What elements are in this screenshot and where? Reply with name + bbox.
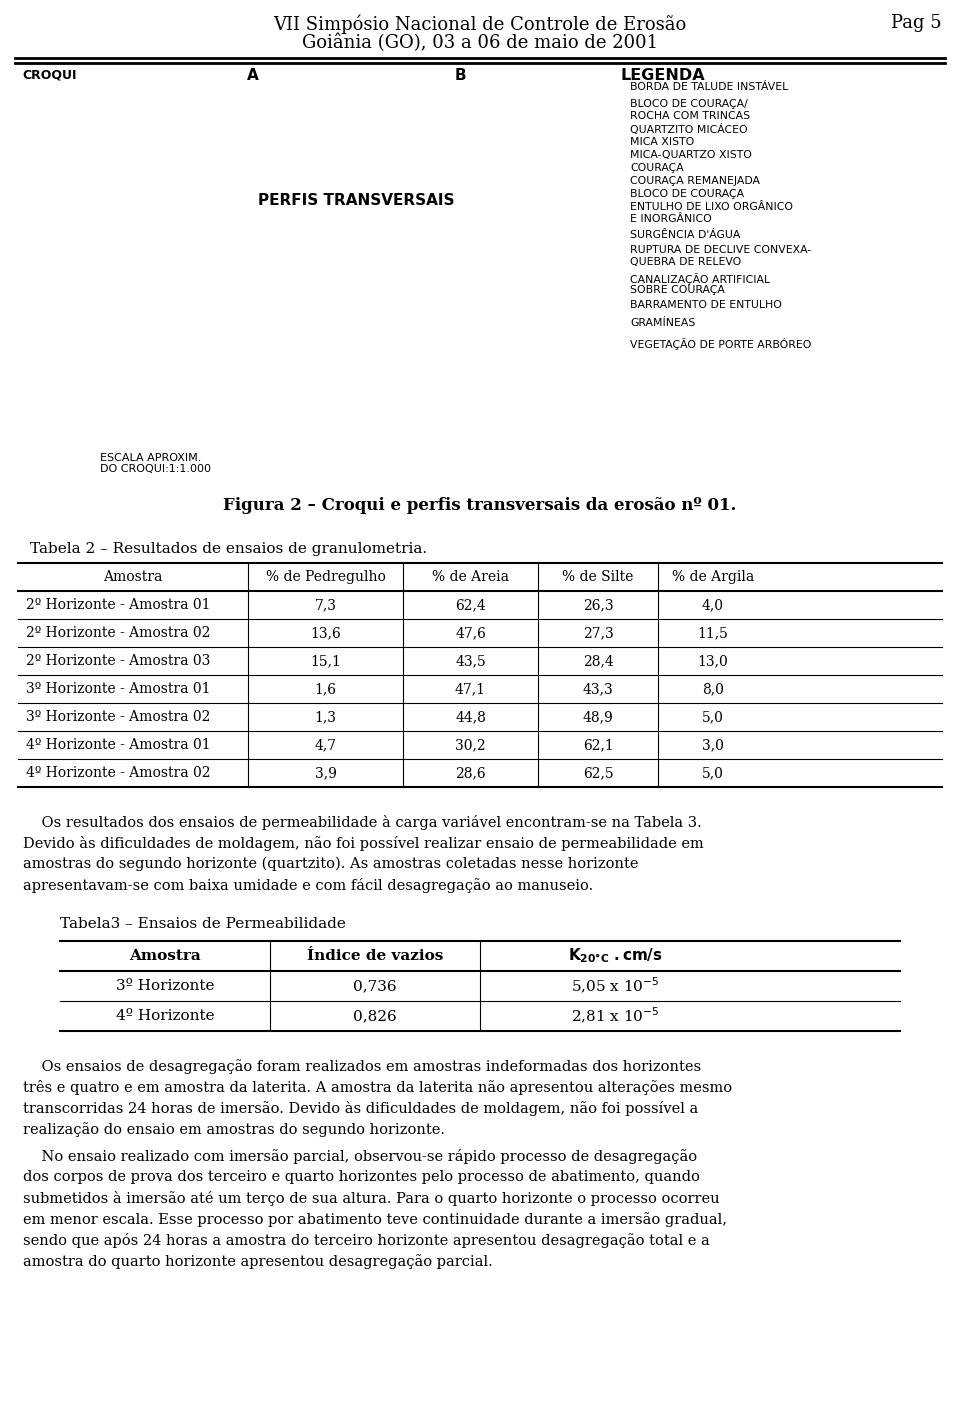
Text: 47,1: 47,1 — [455, 682, 486, 696]
Text: $\mathbf{K}$$_{\mathbf{20°C}}$ $\mathbf{. cm/s}$: $\mathbf{K}$$_{\mathbf{20°C}}$ $\mathbf{… — [567, 947, 662, 965]
Text: CROQUI: CROQUI — [22, 68, 77, 83]
Text: Amostra: Amostra — [104, 570, 162, 585]
Text: Devido às dificuldades de moldagem, não foi possível realizar ensaio de permeabi: Devido às dificuldades de moldagem, não … — [23, 836, 704, 851]
Text: E INORGÂNICO: E INORGÂNICO — [630, 214, 711, 224]
Text: 3º Horizonte - Amostra 01: 3º Horizonte - Amostra 01 — [26, 682, 210, 696]
Text: dos corpos de prova dos terceiro e quarto horizontes pelo processo de abatimento: dos corpos de prova dos terceiro e quart… — [23, 1169, 700, 1184]
Text: PERFIS TRANSVERSAIS: PERFIS TRANSVERSAIS — [258, 193, 454, 208]
Text: QUARTZITO MICÁCEO: QUARTZITO MICÁCEO — [630, 124, 748, 135]
Text: Tabela3 – Ensaios de Permeabilidade: Tabela3 – Ensaios de Permeabilidade — [60, 917, 346, 931]
Text: RUPTURA DE DECLIVE CONVEXA-: RUPTURA DE DECLIVE CONVEXA- — [630, 245, 811, 255]
Text: SOBRE COURAÇA: SOBRE COURAÇA — [630, 285, 725, 295]
Text: sendo que após 24 horas a amostra do terceiro horizonte apresentou desagregação : sendo que após 24 horas a amostra do ter… — [23, 1233, 709, 1248]
Text: 28,4: 28,4 — [583, 655, 613, 667]
Text: 0,736: 0,736 — [353, 980, 396, 992]
Text: 7,3: 7,3 — [315, 597, 337, 612]
Text: 26,3: 26,3 — [583, 597, 613, 612]
Text: realização do ensaio em amostras do segundo horizonte.: realização do ensaio em amostras do segu… — [23, 1122, 445, 1137]
Text: MICA XISTO: MICA XISTO — [630, 137, 694, 147]
Text: BLOCO DE COURAÇA/: BLOCO DE COURAÇA/ — [630, 98, 748, 108]
Text: LEGENDA: LEGENDA — [620, 68, 705, 83]
Text: % de Silte: % de Silte — [563, 570, 634, 585]
Text: Figura 2 – Croqui e perfis transversais da erosão nº 01.: Figura 2 – Croqui e perfis transversais … — [224, 498, 736, 513]
Text: Goiânia (GO), 03 a 06 de maio de 2001: Goiânia (GO), 03 a 06 de maio de 2001 — [302, 34, 658, 53]
Text: 3,9: 3,9 — [315, 766, 336, 780]
Text: 1,6: 1,6 — [315, 682, 337, 696]
Text: VII Simpósio Nacional de Controle de Erosão: VII Simpósio Nacional de Controle de Ero… — [274, 14, 686, 33]
Text: 5,0: 5,0 — [702, 710, 724, 724]
Text: 2º Horizonte - Amostra 03: 2º Horizonte - Amostra 03 — [26, 655, 210, 667]
Text: 13,6: 13,6 — [310, 626, 341, 640]
Text: 4º Horizonte - Amostra 01: 4º Horizonte - Amostra 01 — [26, 739, 210, 752]
Text: Os ensaios de desagregação foram realizados em amostras indeformadas dos horizon: Os ensaios de desagregação foram realiza… — [23, 1060, 701, 1074]
Text: em menor escala. Esse processo por abatimento teve continuidade durante a imersã: em menor escala. Esse processo por abati… — [23, 1212, 727, 1226]
Text: Amostra: Amostra — [130, 948, 201, 963]
Text: 3º Horizonte: 3º Horizonte — [116, 980, 214, 992]
Text: 44,8: 44,8 — [455, 710, 486, 724]
Text: submetidos à imersão até um terço de sua altura. Para o quarto horizonte o proce: submetidos à imersão até um terço de sua… — [23, 1191, 720, 1206]
Text: 62,1: 62,1 — [583, 739, 613, 752]
Text: 5,05 x 10$^{-5}$: 5,05 x 10$^{-5}$ — [571, 975, 660, 995]
Text: 62,4: 62,4 — [455, 597, 486, 612]
Text: 0,826: 0,826 — [353, 1010, 396, 1022]
Text: 62,5: 62,5 — [583, 766, 613, 780]
Text: 2º Horizonte - Amostra 02: 2º Horizonte - Amostra 02 — [26, 626, 210, 640]
Text: 11,5: 11,5 — [698, 626, 729, 640]
Text: 5,0: 5,0 — [702, 766, 724, 780]
Text: Pag 5: Pag 5 — [892, 14, 942, 31]
Text: GRAMÍNEAS: GRAMÍNEAS — [630, 318, 695, 328]
Text: amostra do quarto horizonte apresentou desagregação parcial.: amostra do quarto horizonte apresentou d… — [23, 1253, 492, 1269]
Text: DO CROQUI:1:1.000: DO CROQUI:1:1.000 — [100, 463, 211, 473]
Text: 15,1: 15,1 — [310, 655, 341, 667]
Text: apresentavam-se com baixa umidade e com fácil desagregação ao manuseio.: apresentavam-se com baixa umidade e com … — [23, 878, 593, 893]
Text: 4º Horizonte - Amostra 02: 4º Horizonte - Amostra 02 — [26, 766, 210, 780]
Text: 4,7: 4,7 — [315, 739, 337, 752]
Text: 48,9: 48,9 — [583, 710, 613, 724]
Text: ENTULHO DE LIXO ORGÂNICO: ENTULHO DE LIXO ORGÂNICO — [630, 202, 793, 212]
Text: 8,0: 8,0 — [702, 682, 724, 696]
Text: BLOCO DE COURAÇA: BLOCO DE COURAÇA — [630, 190, 744, 200]
Text: três e quatro e em amostra da laterita. A amostra da laterita não apresentou alt: três e quatro e em amostra da laterita. … — [23, 1079, 732, 1095]
Text: 4,0: 4,0 — [702, 597, 724, 612]
Text: 30,2: 30,2 — [455, 739, 486, 752]
Text: MICA-QUARTZO XISTO: MICA-QUARTZO XISTO — [630, 150, 752, 160]
Text: 2,81 x 10$^{-5}$: 2,81 x 10$^{-5}$ — [571, 1005, 660, 1027]
Text: 28,6: 28,6 — [455, 766, 486, 780]
Text: Índice de vazios: Índice de vazios — [307, 948, 444, 963]
Text: 43,5: 43,5 — [455, 655, 486, 667]
Text: QUEBRA DE RELEVO: QUEBRA DE RELEVO — [630, 257, 741, 267]
Text: BORDA DE TALUDE INSTÁVEL: BORDA DE TALUDE INSTÁVEL — [630, 83, 788, 93]
Text: B: B — [454, 68, 466, 83]
Text: 13,0: 13,0 — [698, 655, 729, 667]
Text: ESCALA APROXIM.: ESCALA APROXIM. — [100, 453, 202, 463]
Text: ROCHA COM TRINCAS: ROCHA COM TRINCAS — [630, 111, 750, 121]
Text: 47,6: 47,6 — [455, 626, 486, 640]
Text: COURAÇA: COURAÇA — [630, 163, 684, 173]
Text: Tabela 2 – Resultados de ensaios de granulometria.: Tabela 2 – Resultados de ensaios de gran… — [30, 542, 427, 556]
Text: amostras do segundo horizonte (quartzito). As amostras coletadas nesse horizonte: amostras do segundo horizonte (quartzito… — [23, 857, 638, 871]
Text: 2º Horizonte - Amostra 01: 2º Horizonte - Amostra 01 — [26, 597, 210, 612]
Text: A: A — [247, 68, 259, 83]
Text: No ensaio realizado com imersão parcial, observou-se rápido processo de desagreg: No ensaio realizado com imersão parcial,… — [23, 1149, 697, 1164]
Text: % de Areia: % de Areia — [432, 570, 509, 585]
Text: 27,3: 27,3 — [583, 626, 613, 640]
Text: 43,3: 43,3 — [583, 682, 613, 696]
Text: 4º Horizonte: 4º Horizonte — [116, 1010, 214, 1022]
Text: SURGÊNCIA D'ÁGUA: SURGÊNCIA D'ÁGUA — [630, 230, 740, 240]
Text: VEGETAÇÃO DE PORTE ARBÓREO: VEGETAÇÃO DE PORTE ARBÓREO — [630, 338, 811, 349]
Text: Os resultados dos ensaios de permeabilidade à carga variável encontram-se na Tab: Os resultados dos ensaios de permeabilid… — [23, 816, 702, 830]
Text: 3º Horizonte - Amostra 02: 3º Horizonte - Amostra 02 — [26, 710, 210, 724]
Text: 1,3: 1,3 — [315, 710, 337, 724]
Text: CANALIZAÇÃO ARTIFICIAL: CANALIZAÇÃO ARTIFICIAL — [630, 272, 770, 285]
Text: transcorridas 24 horas de imersão. Devido às dificuldades de moldagem, não foi p: transcorridas 24 horas de imersão. Devid… — [23, 1101, 698, 1117]
Text: % de Argila: % de Argila — [672, 570, 755, 585]
Text: % de Pedregulho: % de Pedregulho — [266, 570, 385, 585]
Text: BARRAMENTO DE ENTULHO: BARRAMENTO DE ENTULHO — [630, 299, 781, 309]
Text: COURAÇA REMANEJADA: COURAÇA REMANEJADA — [630, 175, 760, 185]
Text: 3,0: 3,0 — [702, 739, 724, 752]
